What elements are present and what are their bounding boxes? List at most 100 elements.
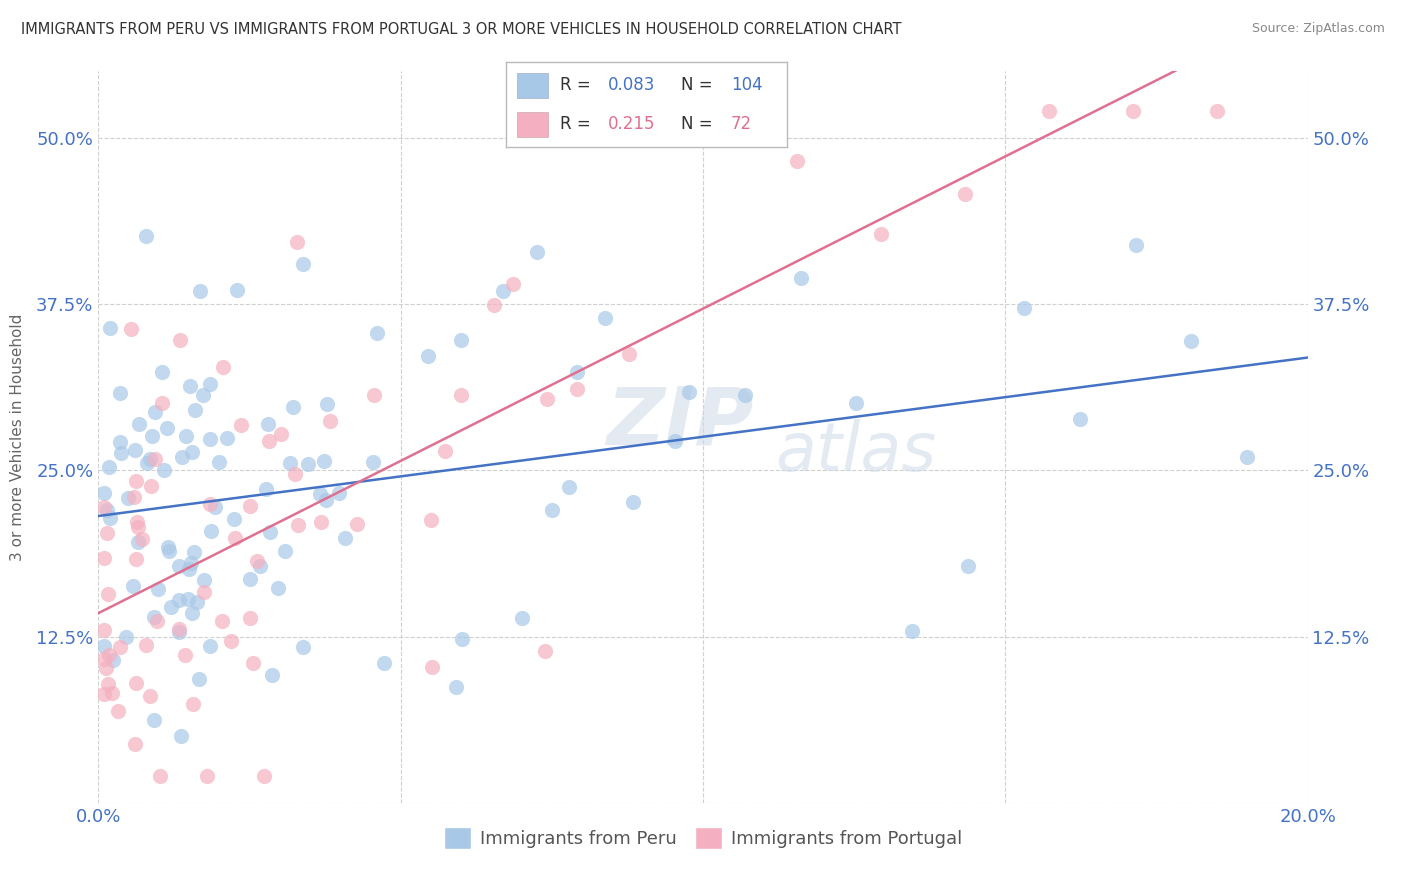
Point [285, 235, 308, 249]
Point [446, 680, 468, 694]
Point [127, 535, 149, 549]
Point [204, 500, 226, 514]
Point [191, 388, 214, 402]
Point [621, 495, 644, 509]
Bar [517, 72, 548, 98]
Point [346, 516, 368, 531]
Text: atlas: atlas [776, 418, 936, 484]
Point [114, 631, 136, 645]
Text: R =: R = [560, 115, 596, 133]
Point [418, 349, 440, 363]
Point [143, 714, 166, 728]
Point [450, 387, 472, 401]
Point [93, 550, 115, 565]
Point [259, 524, 281, 539]
Text: IMMIGRANTS FROM PERU VS IMMIGRANTS FROM PORTUGAL 3 OR MORE VEHICLES IN HOUSEHOLD: IMMIGRANTS FROM PERU VS IMMIGRANTS FROM … [21, 22, 901, 37]
Point [215, 431, 238, 445]
Point [957, 559, 980, 574]
Point [97, 648, 120, 663]
Point [224, 512, 246, 526]
Bar [517, 112, 548, 137]
Point [124, 442, 146, 457]
Point [169, 559, 191, 574]
Point [526, 244, 548, 259]
Text: 72: 72 [731, 115, 752, 133]
Point [180, 607, 202, 621]
Text: Source: ZipAtlas.com: Source: ZipAtlas.com [1251, 22, 1385, 36]
Point [97, 677, 120, 691]
Point [184, 402, 207, 417]
Point [167, 624, 190, 639]
Point [195, 769, 218, 783]
Point [450, 632, 472, 647]
Point [502, 277, 524, 292]
Point [139, 452, 162, 467]
Point [96, 661, 118, 675]
Point [101, 686, 124, 700]
Point [128, 417, 150, 432]
Point [219, 634, 242, 648]
Point [153, 463, 176, 477]
Point [124, 490, 146, 504]
Point [93, 651, 115, 665]
Point [108, 435, 131, 450]
Point [450, 334, 472, 348]
Point [593, 310, 616, 325]
Point [280, 456, 302, 470]
Point [93, 486, 115, 500]
Point [1038, 104, 1060, 119]
Point [143, 451, 166, 466]
Point [534, 644, 557, 658]
Point [257, 417, 280, 431]
Point [156, 421, 179, 435]
Point [101, 653, 124, 667]
Text: N =: N = [681, 115, 717, 133]
Point [169, 334, 191, 348]
Point [297, 457, 319, 471]
Point [107, 704, 129, 718]
Point [420, 660, 443, 674]
Point [146, 582, 169, 596]
Point [333, 531, 356, 545]
Point [97, 587, 120, 601]
Point [157, 541, 180, 555]
Point [1236, 450, 1258, 464]
Point [245, 554, 267, 568]
Point [211, 614, 233, 628]
Point [124, 737, 146, 751]
Point [181, 444, 204, 458]
Point [93, 623, 115, 637]
Point [363, 455, 385, 469]
Point [127, 520, 149, 534]
Point [1122, 104, 1144, 119]
Point [100, 321, 122, 335]
Point [953, 186, 976, 201]
Point [291, 640, 314, 654]
Point [200, 524, 222, 539]
Point [93, 500, 115, 514]
Point [229, 417, 252, 432]
Point [267, 582, 290, 596]
Point [183, 545, 205, 559]
Text: R =: R = [560, 77, 596, 95]
Point [97, 459, 120, 474]
Point [96, 503, 118, 517]
Point [146, 615, 169, 629]
Legend: Immigrants from Peru, Immigrants from Portugal: Immigrants from Peru, Immigrants from Po… [437, 820, 969, 856]
Point [125, 552, 148, 566]
Point [249, 559, 271, 574]
Point [145, 405, 167, 419]
Point [239, 611, 262, 625]
Point [557, 480, 579, 494]
Point [1069, 412, 1091, 426]
Text: N =: N = [681, 77, 717, 95]
Point [253, 769, 276, 783]
Point [125, 474, 148, 488]
Point [274, 543, 297, 558]
Point [93, 688, 115, 702]
Point [193, 573, 215, 587]
Point [174, 429, 197, 443]
Point [172, 450, 194, 465]
Point [170, 729, 193, 743]
Point [281, 400, 304, 414]
